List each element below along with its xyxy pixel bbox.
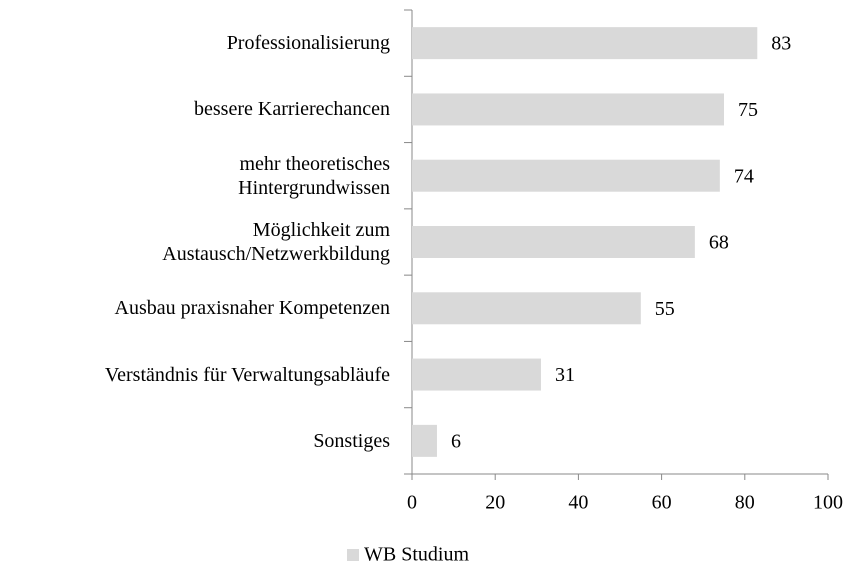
data-label: 74 [734, 165, 754, 187]
x-tick-label: 40 [568, 492, 588, 514]
y-tick-label: Sonstiges [313, 429, 390, 452]
bar [412, 226, 695, 258]
x-tick-label: 80 [735, 492, 755, 514]
bar [412, 358, 541, 391]
legend-swatch [347, 549, 359, 561]
bar [412, 27, 758, 60]
y-tick-label: Möglichkeit zum Austausch/Netzwerkbildun… [162, 219, 390, 265]
x-tick-label: 100 [813, 492, 843, 514]
data-label: 75 [738, 99, 758, 121]
y-tick-label: Verständnis für Verwaltungsabläufe [104, 363, 390, 386]
data-label: 83 [771, 33, 791, 55]
data-label: 55 [655, 298, 675, 320]
bar [412, 292, 641, 325]
bar [412, 93, 724, 126]
y-tick-label: bessere Karrierechancen [194, 98, 390, 121]
bar [412, 424, 437, 457]
y-tick-label: Professionalisierung [226, 32, 390, 55]
x-tick-label: 20 [485, 492, 505, 514]
x-tick-label: 0 [407, 492, 417, 514]
bar [412, 159, 720, 192]
legend-label: WB Studium [364, 544, 469, 566]
data-label: 68 [709, 232, 729, 254]
data-label: 6 [451, 430, 461, 452]
data-label: 31 [555, 364, 575, 386]
x-tick-label: 60 [652, 492, 672, 514]
y-tick-label: mehr theoretisches Hintergrundwissen [238, 152, 390, 199]
y-tick-label: Ausbau praxisnaher Kompetenzen [114, 297, 390, 320]
